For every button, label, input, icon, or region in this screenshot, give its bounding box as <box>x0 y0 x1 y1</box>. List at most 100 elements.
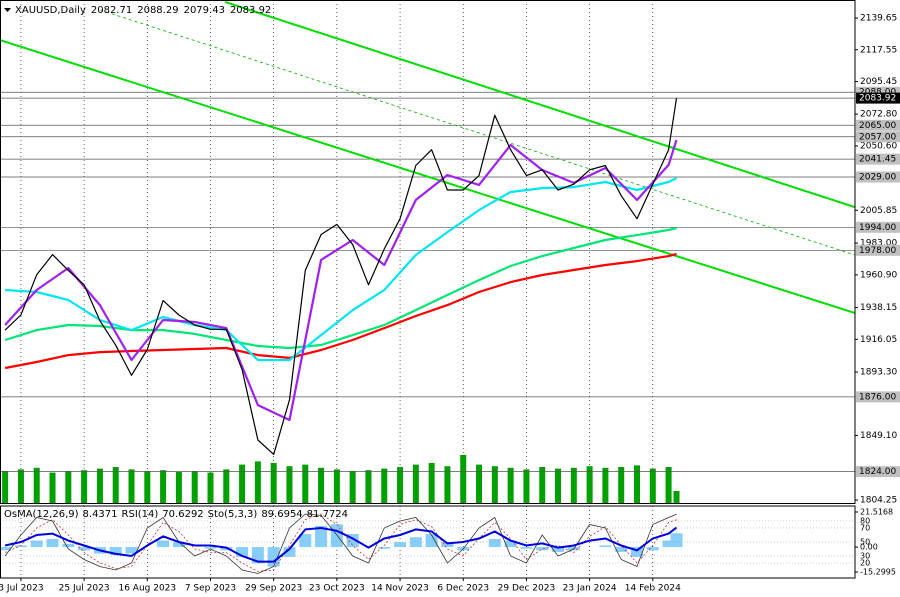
volume-bar <box>318 467 325 503</box>
osma-bar <box>157 540 170 548</box>
moving-average <box>4 226 677 350</box>
level-label: 2083.92 <box>859 94 896 104</box>
osma-bar <box>520 547 533 549</box>
osma-bar <box>536 547 549 551</box>
level-label: 1824.00 <box>859 467 896 477</box>
y-tick-label: 2050.60 <box>860 141 897 151</box>
y-tick-label: 20 <box>860 559 870 568</box>
volume-bar <box>460 455 467 503</box>
volume-bar <box>33 467 40 503</box>
volume-bar <box>539 467 546 503</box>
volume-bar <box>491 466 498 503</box>
y-tick-label: 1960.90 <box>860 270 897 280</box>
x-tick-label: 23 Oct 2023 <box>309 584 365 594</box>
osma-bar <box>0 547 12 551</box>
osma-bar <box>330 524 343 548</box>
price-frame <box>0 0 856 504</box>
osma-bar <box>236 547 249 557</box>
open-value: 2082.71 <box>91 5 132 16</box>
level-label-box <box>856 119 900 131</box>
volume-bar <box>586 466 593 503</box>
x-tick-label: 7 Sep 2023 <box>185 584 236 594</box>
volume-bar <box>507 467 514 503</box>
y-tick-label: 1938.15 <box>860 303 897 313</box>
price-panel <box>0 0 855 503</box>
osma-bar <box>125 547 138 554</box>
osma-bar <box>670 533 683 548</box>
volume-bar <box>476 464 483 503</box>
rsi-line <box>4 526 678 563</box>
volume-bar <box>333 469 340 503</box>
level-label-box <box>856 466 900 478</box>
y-tick-label: 1983.00 <box>860 239 897 249</box>
osma-bar <box>14 545 27 548</box>
osma-bar <box>204 547 217 549</box>
x-tick-label: 29 Sep 2023 <box>245 584 302 594</box>
y-tick-label: 70 <box>860 524 870 533</box>
osma-bar <box>615 547 628 552</box>
volume-bar <box>223 469 230 503</box>
osma-bar <box>299 534 312 548</box>
osma-bar <box>30 540 43 548</box>
rsi-value: 70.6292 <box>162 509 203 520</box>
volume-bar <box>254 461 261 503</box>
volume-bar <box>570 467 577 503</box>
osma-bar <box>441 542 454 548</box>
moving-average <box>4 252 677 370</box>
price-line <box>4 98 678 455</box>
level-label-box <box>856 131 900 143</box>
volume-bar <box>602 467 609 503</box>
volume-bar <box>239 464 246 503</box>
level-label-box <box>856 171 900 183</box>
chart-header: XAUUSD,Daily 2082.71 2088.29 2079.43 2083.92 <box>15 5 271 16</box>
level-label-box <box>856 244 900 256</box>
y-tick-label: 2072.80 <box>860 110 897 120</box>
high-value: 2088.29 <box>137 5 178 16</box>
level-label: 2057.00 <box>859 132 896 142</box>
level-label-box <box>856 86 900 98</box>
x-tick-label: 25 Jul 2023 <box>59 584 110 594</box>
volume-bar <box>302 464 309 503</box>
menu-arrow[interactable] <box>4 8 11 12</box>
osma-bar <box>62 543 75 548</box>
trend-line <box>0 39 855 315</box>
osma-bar <box>283 547 296 557</box>
osma-bar <box>394 542 407 548</box>
x-tick-label: 6 Dec 2023 <box>437 584 489 594</box>
x-tick-label: 16 Aug 2023 <box>118 584 176 594</box>
osma-bar <box>378 547 391 549</box>
y-tick-label: 0.00 <box>860 543 878 552</box>
oscillator-panel <box>0 506 855 578</box>
osma-bar <box>552 547 565 552</box>
close-value: 2083.92 <box>230 5 271 16</box>
volume-bar <box>2 471 9 503</box>
volume-bar <box>17 469 24 503</box>
osma-bar <box>409 537 422 548</box>
volume-bar <box>160 470 167 503</box>
stochastic-value: 89.6954 <box>261 509 302 520</box>
volume-bar <box>523 469 530 503</box>
volume-bar <box>428 463 435 503</box>
osma-bar <box>46 538 59 548</box>
level-label: 2065.00 <box>859 121 896 131</box>
volume-bar <box>144 471 151 503</box>
volume-bar <box>81 470 88 503</box>
volume-bar <box>270 463 277 503</box>
level-label-box <box>856 92 900 104</box>
volume-bar <box>96 468 103 503</box>
volume-bar <box>207 472 214 503</box>
osma-name: OsMA(12,26,9) <box>4 509 79 520</box>
y-tick-label: 30 <box>860 552 870 561</box>
osma-bar <box>504 540 517 548</box>
osma-bar <box>662 540 675 548</box>
y-tick-label: 21.5168 <box>860 508 893 517</box>
level-label: 2029.00 <box>859 173 896 183</box>
osma-bar <box>425 534 438 548</box>
volume-bar <box>365 470 372 503</box>
volume-bar <box>412 464 419 503</box>
y-tick-label: 1916.05 <box>860 335 897 345</box>
y-tick-label: 1849.10 <box>860 431 897 441</box>
level-label: 1994.00 <box>859 223 896 233</box>
